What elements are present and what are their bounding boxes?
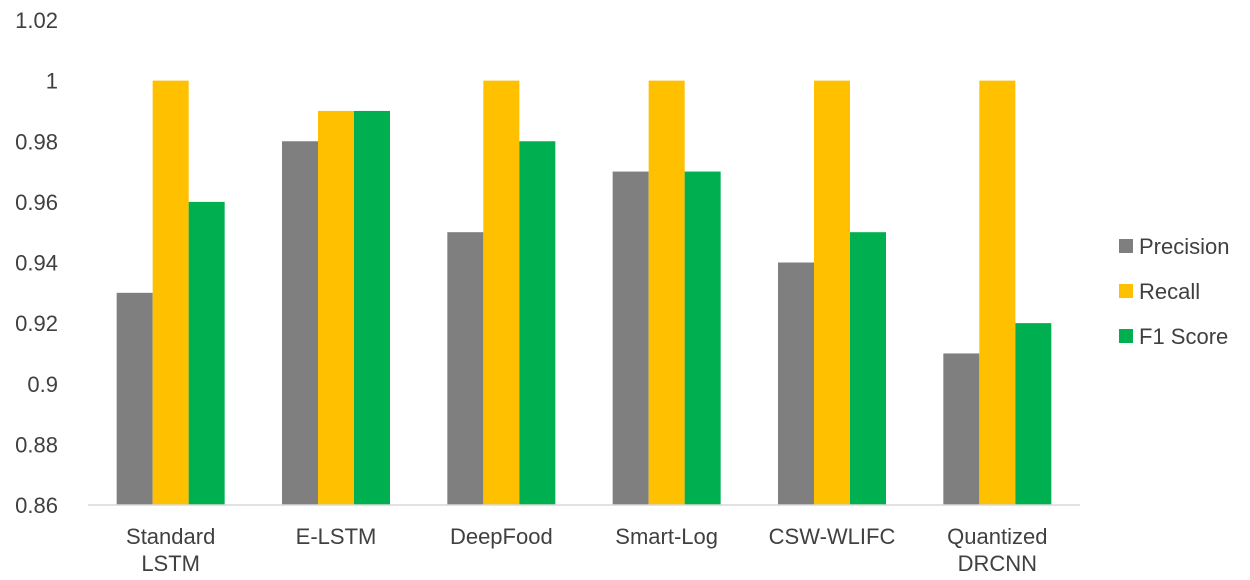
legend-swatch xyxy=(1119,284,1133,298)
bar-f1-score xyxy=(188,201,225,505)
legend-swatch xyxy=(1119,329,1133,343)
bar-f1-score xyxy=(684,171,721,505)
x-tick-label: DeepFood xyxy=(450,524,553,549)
bar-precision xyxy=(116,292,153,505)
y-tick-label: 1 xyxy=(46,69,58,94)
y-tick-label: 0.96 xyxy=(15,190,58,215)
legend-label: Recall xyxy=(1139,279,1200,304)
bar-recall xyxy=(483,80,520,505)
bars xyxy=(116,80,1052,505)
bar-precision xyxy=(943,353,980,505)
x-tick-label: Quantized xyxy=(947,524,1047,549)
bar-recall xyxy=(152,80,189,505)
x-tick-label: Standard xyxy=(126,524,215,549)
y-tick-label: 0.94 xyxy=(15,251,58,276)
bar-f1-score xyxy=(354,110,390,505)
y-axis: 0.86 0.88 0.9 0.92 0.94 0.96 0.98 1 1.02 xyxy=(15,8,58,518)
bar-precision xyxy=(612,171,649,505)
bar-f1-score xyxy=(850,232,886,505)
bar-recall xyxy=(814,80,850,505)
bar-recall xyxy=(648,80,685,505)
bar-precision xyxy=(778,262,814,505)
legend-label: F1 Score xyxy=(1139,324,1228,349)
x-tick-label: DRCNN xyxy=(958,551,1037,576)
bar-recall xyxy=(979,80,1016,505)
legend: Precision Recall F1 Score xyxy=(1119,234,1229,349)
x-tick-label: Smart-Log xyxy=(615,524,718,549)
x-tick-label: LSTM xyxy=(141,551,200,576)
y-tick-label: 1.02 xyxy=(15,8,58,33)
bar-recall xyxy=(318,110,354,505)
y-tick-label: 0.92 xyxy=(15,311,58,336)
bar-precision xyxy=(282,141,318,505)
bar-precision xyxy=(447,232,484,505)
x-tick-label: E-LSTM xyxy=(296,524,377,549)
y-tick-label: 0.98 xyxy=(15,129,58,154)
bar-f1-score xyxy=(519,141,556,505)
legend-label: Precision xyxy=(1139,234,1229,259)
x-tick-label: CSW-WLIFC xyxy=(769,524,896,549)
y-tick-label: 0.88 xyxy=(15,432,58,457)
legend-swatch xyxy=(1119,239,1133,253)
bar-f1-score xyxy=(1015,323,1052,505)
y-tick-label: 0.86 xyxy=(15,493,58,518)
y-tick-label: 0.9 xyxy=(27,372,58,397)
